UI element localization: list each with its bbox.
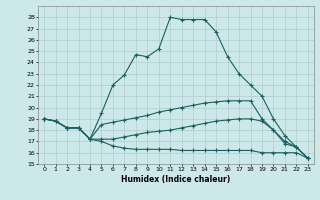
- X-axis label: Humidex (Indice chaleur): Humidex (Indice chaleur): [121, 175, 231, 184]
